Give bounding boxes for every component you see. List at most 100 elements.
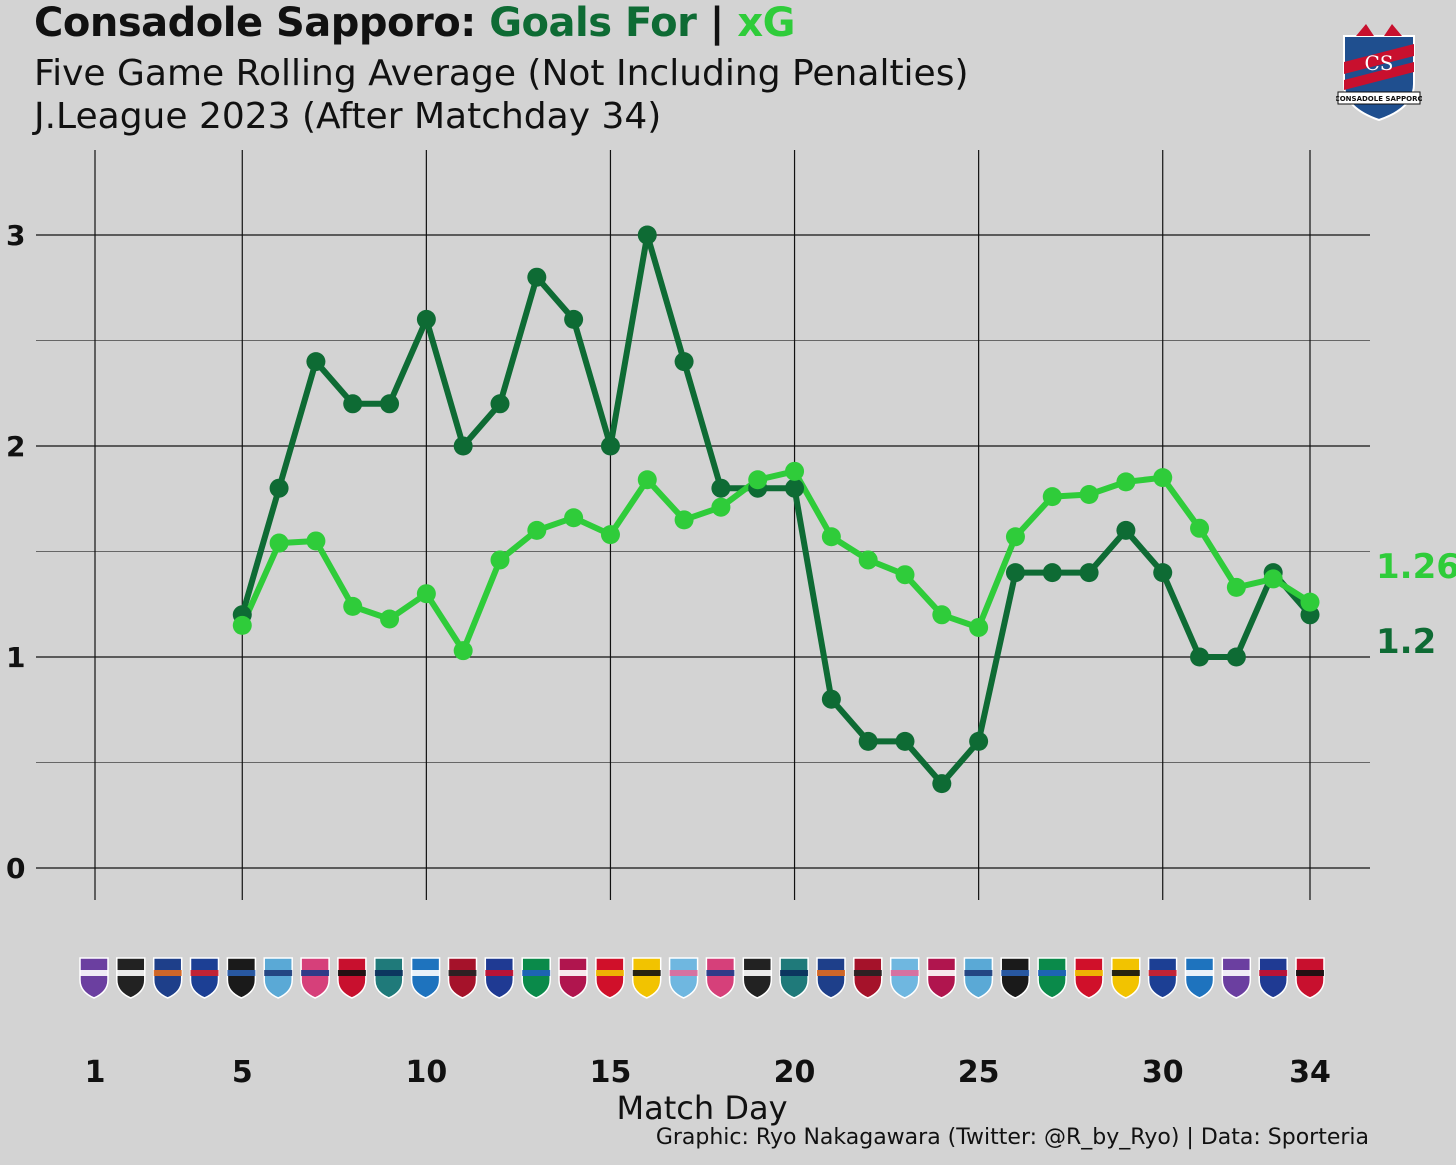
y-tick-label-2: 2 (6, 430, 25, 463)
xg-point-md29 (1116, 472, 1136, 492)
xg-point-md33 (1263, 569, 1283, 589)
badge-stripe (301, 970, 330, 976)
xg-point-md12 (490, 550, 510, 570)
opponent-badge-md11 (447, 957, 478, 999)
goals-for-point-md14 (564, 309, 584, 329)
badge-shield (1000, 957, 1030, 999)
x-tick-label-1: 1 (85, 1055, 106, 1090)
title-xg: xG (737, 0, 795, 46)
badge-stripe (1074, 970, 1103, 976)
goals-for-line (239, 232, 1313, 787)
badge-stripe (780, 970, 809, 976)
goals-for-point-md8 (343, 394, 363, 414)
badge-stripe (817, 970, 845, 976)
badge-shield (300, 957, 330, 999)
goals-for-point-md6 (269, 478, 289, 498)
xg-point-md34 (1300, 592, 1320, 612)
opponent-badge-md27 (1037, 957, 1067, 999)
goals-for-point-md10 (416, 309, 436, 329)
opponent-badge-md30 (1147, 957, 1178, 999)
badge-stripe (116, 970, 145, 976)
goals-for-point-md23 (895, 731, 915, 751)
opponent-badge-md33 (1258, 957, 1288, 999)
badge-shield (926, 957, 957, 999)
opponent-badge-md3 (152, 957, 183, 999)
xg-point-md22 (858, 550, 878, 570)
badge-stripe (1259, 970, 1288, 976)
badge-stripe (1296, 970, 1324, 976)
xg-point-md23 (895, 565, 915, 585)
crest-text: CONSADOLE SAPPORO (1336, 95, 1422, 103)
badge-stripe (1185, 970, 1214, 976)
badge-shield (116, 957, 146, 999)
xg-point-md28 (1079, 485, 1099, 505)
goals-for-point-md31 (1190, 647, 1210, 667)
badge-shield (1147, 957, 1178, 999)
badge-stripe (264, 970, 293, 976)
badge-shield (410, 957, 441, 999)
xg-point-md30 (1153, 468, 1173, 488)
y-tick-label-1: 1 (6, 641, 25, 674)
goals-for-point-md27 (1042, 563, 1062, 583)
goals-for-point-md30 (1153, 563, 1173, 583)
x-tick-label-10: 10 (405, 1055, 447, 1090)
chart-title: Consadole Sapporo: Goals For | xG (34, 0, 795, 46)
badge-stripe (80, 970, 108, 976)
x-tick-label-15: 15 (590, 1055, 632, 1090)
badge-stripe (411, 970, 440, 976)
xg-point-md15 (600, 525, 620, 545)
badge-stripe (337, 970, 366, 976)
grid-layer (36, 150, 1370, 900)
y-tick-label-0: 0 (6, 852, 25, 885)
goals-for-point-md25 (969, 731, 989, 751)
goals-for-point-md11 (453, 436, 473, 456)
badge-stripe (1111, 970, 1140, 976)
badge-shield (152, 957, 183, 999)
badge-shield (668, 957, 699, 999)
xg-point-md17 (674, 510, 694, 530)
opponent-badge-md8 (337, 957, 367, 999)
badge-shield (374, 957, 404, 999)
chart-subtitle-league: J.League 2023 (After Matchday 34) (34, 96, 662, 137)
xg-end-label: 1.26 (1376, 547, 1456, 587)
badge-shield (1037, 957, 1067, 999)
badge-stripe (1001, 970, 1030, 976)
opponent-badge-md13 (521, 957, 551, 999)
badge-stripe (706, 970, 735, 976)
goals-for-point-md24 (932, 774, 952, 794)
badge-shield (79, 957, 109, 999)
badge-stripe (374, 970, 403, 976)
badge-stripe (1038, 970, 1067, 976)
opponent-badge-md16 (631, 957, 662, 999)
badge-stripe (743, 970, 772, 976)
xg-point-md31 (1190, 518, 1210, 538)
xg-point-md32 (1226, 577, 1246, 597)
badge-stripe (227, 970, 256, 976)
opponent-badge-md25 (963, 957, 994, 999)
opponent-badge-md6 (263, 957, 293, 999)
xg-point-md19 (748, 470, 768, 490)
badge-stripe (559, 970, 587, 976)
badge-shield (705, 957, 736, 999)
badge-stripe (190, 970, 219, 976)
badge-stripe (669, 970, 698, 976)
opponent-badges (79, 957, 1325, 999)
xg-point-md24 (932, 605, 952, 625)
series-points (232, 225, 1320, 794)
opponent-badge-md7 (300, 957, 330, 999)
badge-stripe (1222, 970, 1251, 976)
badge-stripe (522, 970, 551, 976)
opponent-badge-md26 (1000, 957, 1030, 999)
title-team: Consadole Sapporo: (34, 0, 476, 46)
badge-stripe (853, 970, 882, 976)
badge-shield (337, 957, 367, 999)
opponent-badge-md24 (926, 957, 957, 999)
opponent-badge-md22 (853, 957, 883, 999)
xg-point-md7 (306, 531, 326, 551)
badge-stripe (448, 970, 477, 976)
xg-point-md9 (380, 609, 400, 629)
badge-stripe (153, 970, 182, 976)
title-goals-for: Goals For (489, 0, 697, 46)
